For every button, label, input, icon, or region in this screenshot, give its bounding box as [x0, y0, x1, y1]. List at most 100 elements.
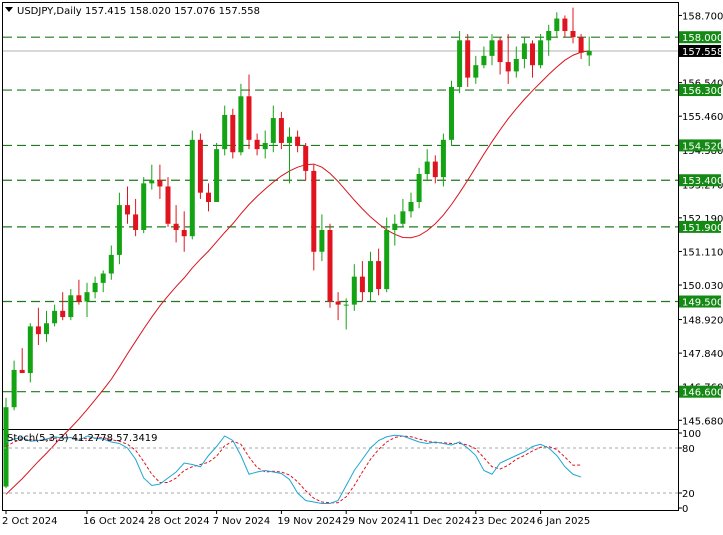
candle-body [173, 223, 179, 230]
candle-body [586, 50, 592, 56]
candle-body [546, 30, 552, 41]
candle-body [343, 304, 349, 306]
level-price-tag [679, 31, 721, 44]
candle-body [295, 136, 301, 147]
current-price-tag [679, 44, 721, 57]
candle-body [440, 139, 446, 178]
indicator-tick-label: 0 [682, 504, 688, 515]
candle-body [238, 96, 244, 153]
price-tick-label: 145.680 [682, 416, 723, 427]
candle-body [481, 55, 487, 66]
level-price-tag [679, 220, 721, 233]
candle-body [262, 142, 268, 150]
candle-body [230, 114, 236, 153]
candle-body [287, 136, 292, 143]
candle-body [254, 139, 260, 150]
chart-frame [2, 2, 679, 511]
candle-body [530, 43, 535, 66]
price-tick-label: 147.840 [682, 349, 723, 360]
level-price-label: 153.400 [682, 176, 723, 187]
price-axis: 158.700156.540155.460154.380153.270152.1… [678, 11, 723, 427]
candle-body [351, 276, 357, 305]
price-tick-label: 152.190 [682, 214, 723, 225]
candle-body [505, 62, 511, 72]
level-price-tag [679, 139, 721, 152]
candle-body [246, 96, 252, 140]
candle-body [189, 139, 195, 237]
candle-body [125, 205, 130, 215]
candle-body [76, 295, 82, 302]
price-tick-label: 155.460 [682, 112, 723, 123]
indicator-tick-label: 20 [682, 489, 695, 500]
candle-body [449, 86, 454, 140]
current-price-label: 157.558 [682, 47, 723, 58]
level-price-label: 146.600 [682, 388, 723, 399]
candle-body [206, 192, 211, 203]
indicator-label: Stoch(5,3,3) 41.2778 57.3419 [7, 433, 158, 444]
candle-body [473, 65, 479, 78]
candle-body [578, 37, 584, 53]
triangle-down-icon[interactable] [5, 7, 13, 12]
time-tick-label: 29 Nov 2024 [342, 516, 406, 527]
time-tick-label: 6 Jan 2025 [537, 516, 591, 527]
candle-body [141, 183, 147, 230]
candle-body [214, 149, 220, 203]
candle-body [278, 118, 284, 143]
horizontal-levels [3, 36, 678, 393]
level-price-tag [679, 84, 721, 97]
chart-header: USDJPY,Daily 157.415 158.020 157.076 157… [5, 6, 260, 444]
time-tick-label: 23 Dec 2024 [472, 516, 536, 527]
candle-body [327, 229, 333, 302]
symbol-title: USDJPY,Daily [17, 6, 82, 17]
candle-body [554, 18, 560, 31]
candle-body [562, 18, 568, 31]
time-tick-label: 2 Oct 2024 [2, 516, 57, 527]
candle-body [100, 273, 106, 283]
candle-body [116, 205, 122, 255]
candle-body [538, 40, 544, 66]
level-price-tag [679, 385, 721, 398]
candle-body [368, 261, 373, 293]
candle-body [319, 229, 325, 252]
candle-body [270, 118, 276, 143]
candle-body [335, 301, 341, 305]
level-price-label: 154.520 [682, 141, 723, 152]
indicator-tick-label: 80 [682, 444, 695, 455]
candle-body [149, 180, 155, 184]
candle-body [392, 223, 398, 230]
stochastic-oscillator: 100 80 20 0 [3, 429, 701, 515]
candle-body [222, 114, 228, 150]
time-tick-label: 11 Dec 2024 [407, 516, 471, 527]
candle-body [44, 323, 49, 335]
candle-body [497, 40, 503, 63]
time-tick-label: 16 Oct 2024 [83, 516, 145, 527]
candle-body [424, 161, 430, 175]
candle-body [52, 310, 58, 324]
ohlc-values: 157.415 158.020 157.076 157.558 [85, 6, 260, 17]
candle-body [521, 43, 527, 59]
candle-body [457, 40, 463, 87]
candle-body [384, 229, 390, 290]
candle-body [408, 202, 414, 212]
candle-body [60, 310, 66, 318]
main-panel-border [2, 2, 679, 430]
candle-body [11, 369, 17, 408]
candle-body [197, 139, 203, 193]
level-price-tag [679, 174, 721, 187]
level-price-label: 158.000 [682, 33, 723, 44]
candle-body [84, 292, 90, 302]
price-tick-label: 158.700 [682, 11, 723, 22]
indicator-panel-border [2, 429, 679, 511]
candle-body [3, 407, 9, 487]
time-tick-label: 28 Oct 2024 [148, 516, 210, 527]
candle-body [27, 326, 33, 374]
candle-body [133, 214, 139, 230]
candle-body [303, 146, 309, 171]
level-price-tag [679, 295, 721, 308]
candle-body [35, 326, 41, 335]
candle-body [19, 369, 25, 374]
level-price-label: 149.500 [682, 298, 723, 309]
moving-average [5, 50, 590, 495]
